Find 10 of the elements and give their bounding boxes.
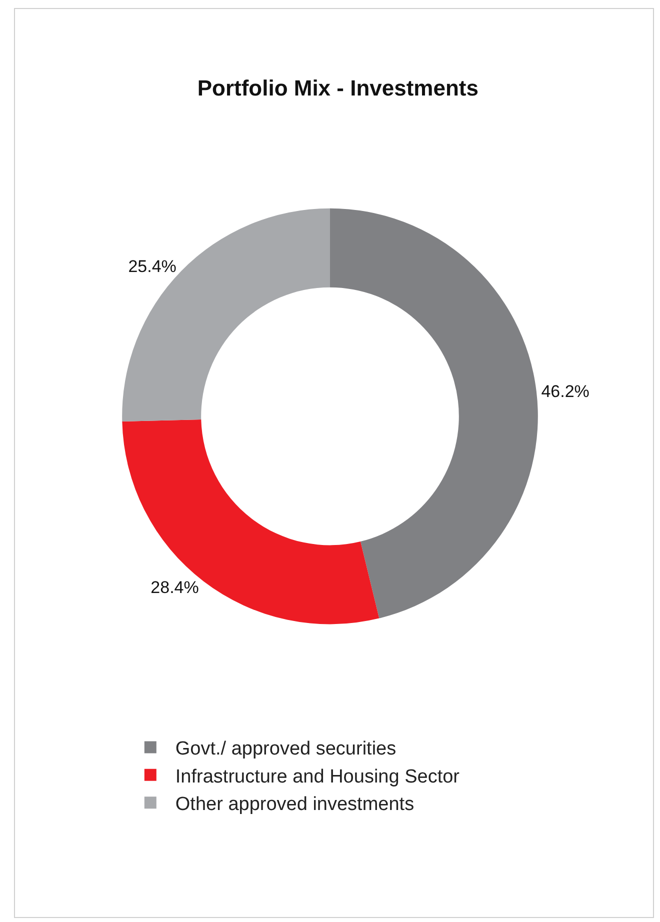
donut-slice bbox=[122, 420, 380, 624]
legend-label: Govt./ approved securities bbox=[175, 738, 396, 760]
legend-label: Other approved investments bbox=[175, 794, 414, 816]
chart-title: Portfolio Mix - Investments bbox=[197, 75, 478, 100]
donut-slice bbox=[122, 208, 330, 422]
data-label: 46.2% bbox=[541, 382, 590, 401]
data-label: 25.4% bbox=[128, 256, 176, 276]
data-label: 28.4% bbox=[150, 578, 199, 597]
donut-slice bbox=[330, 208, 538, 618]
legend-label: Infrastructure and Housing Sector bbox=[175, 766, 460, 788]
